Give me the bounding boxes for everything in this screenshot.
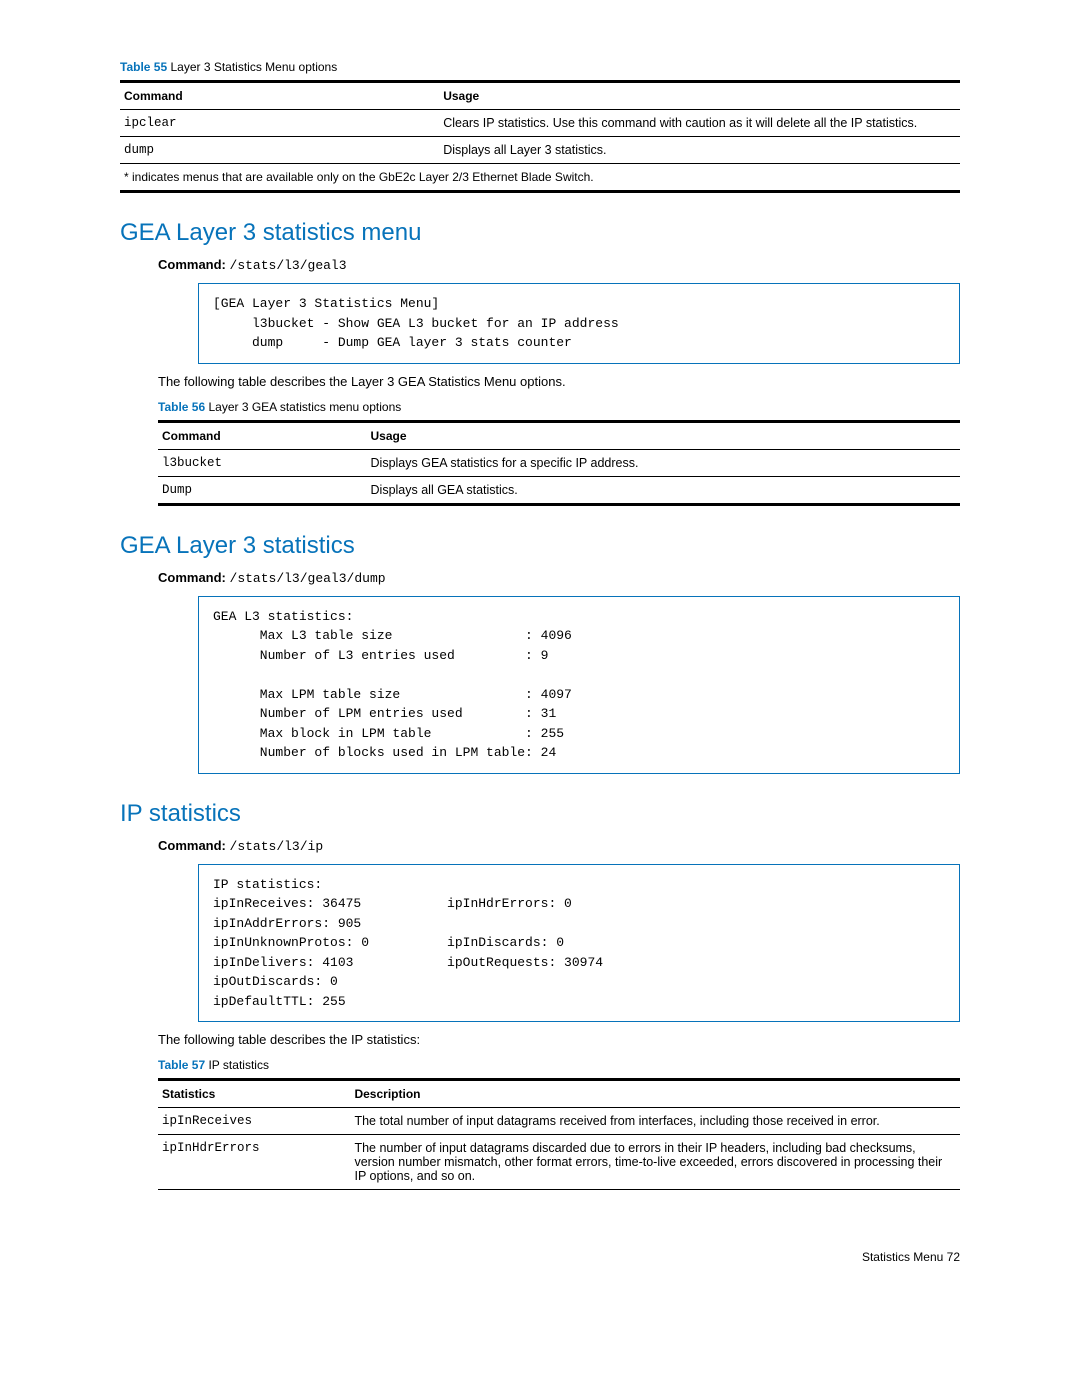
table56-r1-usage: Displays all GEA statistics. bbox=[367, 476, 960, 504]
table-row: dump Displays all Layer 3 statistics. bbox=[120, 137, 960, 164]
table56-r1-cmd: Dump bbox=[158, 476, 367, 504]
sec1-terminal-output: [GEA Layer 3 Statistics Menu] l3bucket -… bbox=[198, 283, 960, 364]
sec3-command-line: Command: /stats/l3/ip bbox=[158, 838, 960, 854]
table55-r0-cmd: ipclear bbox=[120, 110, 439, 137]
table-row: ipInHdrErrors The number of input datagr… bbox=[158, 1135, 960, 1190]
sec3-terminal-output: IP statistics: ipInReceives: 36475 ipInH… bbox=[198, 864, 960, 1023]
sec2-terminal-output: GEA L3 statistics: Max L3 table size : 4… bbox=[198, 596, 960, 774]
command-label: Command: bbox=[158, 838, 226, 853]
table55-head-usage: Usage bbox=[439, 82, 960, 110]
table56-number: Table 56 bbox=[158, 400, 205, 414]
section-ip-stats-title: IP statistics bbox=[120, 800, 960, 828]
table55-r1-usage: Displays all Layer 3 statistics. bbox=[439, 137, 960, 164]
sec3-command-path: /stats/l3/ip bbox=[230, 839, 324, 854]
sec2-command-path: /stats/l3/geal3/dump bbox=[230, 571, 386, 586]
sec1-command-path: /stats/l3/geal3 bbox=[230, 258, 347, 273]
table57-head-stat: Statistics bbox=[158, 1080, 350, 1108]
table57-title: IP statistics bbox=[205, 1058, 269, 1072]
sec1-description: The following table describes the Layer … bbox=[158, 374, 960, 389]
table55-r1-cmd: dump bbox=[120, 137, 439, 164]
table55-number: Table 55 bbox=[120, 60, 167, 74]
command-label: Command: bbox=[158, 570, 226, 585]
table55-footnote-row: * indicates menus that are available onl… bbox=[120, 164, 960, 192]
table56-head-usage: Usage bbox=[367, 421, 960, 449]
table55-footnote: * indicates menus that are available onl… bbox=[120, 164, 960, 192]
table57-head-desc: Description bbox=[350, 1080, 960, 1108]
page-footer: Statistics Menu 72 bbox=[120, 1250, 960, 1264]
table55-r0-usage: Clears IP statistics. Use this command w… bbox=[439, 110, 960, 137]
table55-caption: Table 55 Layer 3 Statistics Menu options bbox=[120, 60, 960, 74]
table57-r1-stat: ipInHdrErrors bbox=[158, 1135, 350, 1190]
command-label: Command: bbox=[158, 257, 226, 272]
table57-r0-desc: The total number of input datagrams rece… bbox=[350, 1108, 960, 1135]
table56-r0-usage: Displays GEA statistics for a specific I… bbox=[367, 449, 960, 476]
section-gea-l3-stats-title: GEA Layer 3 statistics bbox=[120, 532, 960, 560]
sec2-command-line: Command: /stats/l3/geal3/dump bbox=[158, 570, 960, 586]
table56-r0-cmd: l3bucket bbox=[158, 449, 367, 476]
sec3-description: The following table describes the IP sta… bbox=[158, 1032, 960, 1047]
table56-title: Layer 3 GEA statistics menu options bbox=[205, 400, 401, 414]
table57-r0-stat: ipInReceives bbox=[158, 1108, 350, 1135]
table57-r1-desc: The number of input datagrams discarded … bbox=[350, 1135, 960, 1190]
table-row: Dump Displays all GEA statistics. bbox=[158, 476, 960, 504]
sec1-command-line: Command: /stats/l3/geal3 bbox=[158, 257, 960, 273]
table56: Command Usage l3bucket Displays GEA stat… bbox=[158, 420, 960, 506]
table55-head-command: Command bbox=[120, 82, 439, 110]
table-row: ipInReceives The total number of input d… bbox=[158, 1108, 960, 1135]
table-row: ipclear Clears IP statistics. Use this c… bbox=[120, 110, 960, 137]
table55: Command Usage ipclear Clears IP statisti… bbox=[120, 80, 960, 193]
table57-number: Table 57 bbox=[158, 1058, 205, 1072]
table55-title: Layer 3 Statistics Menu options bbox=[167, 60, 337, 74]
table57: Statistics Description ipInReceives The … bbox=[158, 1078, 960, 1190]
table-row: l3bucket Displays GEA statistics for a s… bbox=[158, 449, 960, 476]
table56-head-command: Command bbox=[158, 421, 367, 449]
section-gea-l3-stats-menu-title: GEA Layer 3 statistics menu bbox=[120, 219, 960, 247]
